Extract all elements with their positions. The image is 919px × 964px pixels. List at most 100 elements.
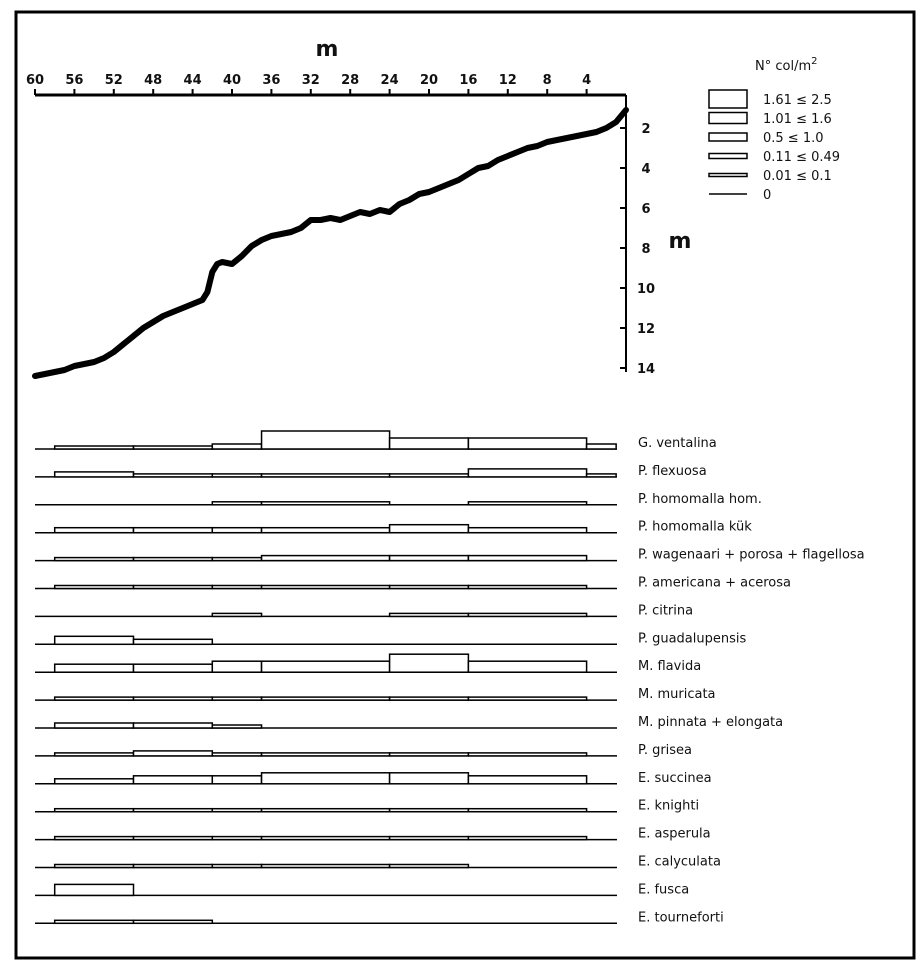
species-label: P. wagenaari + porosa + flagellosa	[638, 548, 865, 563]
x-tick-label: 52	[105, 73, 123, 88]
abundance-bar	[53, 807, 135, 813]
x-tick-label: 16	[459, 73, 477, 88]
abundance-bar	[467, 468, 588, 478]
abundance-bar	[467, 696, 588, 701]
legend-swatch	[708, 172, 748, 178]
species-row: P. americana + acerosa	[35, 576, 791, 591]
abundance-bar	[211, 556, 263, 562]
depth-profile: m m 60 56 52 48 44 40 36 32 28 24 20 16 12 8 4 2468101…	[26, 37, 691, 379]
abundance-bar	[388, 772, 470, 785]
x-tick-group: 60 56 52 48 44 40 36 32 28 24 20 16 12 8 4	[26, 73, 591, 95]
x-tick-label: 28	[341, 73, 359, 88]
legend-swatch	[708, 152, 748, 160]
abundance-bar	[467, 807, 588, 813]
abundance-bar	[211, 775, 263, 785]
abundance-bar	[260, 863, 391, 869]
y-tick-label: 12	[637, 322, 655, 337]
x-tick-label: 32	[302, 73, 320, 88]
abundance-bar	[388, 473, 470, 478]
legend-label: 0.5 ≤ 1.0	[763, 131, 824, 146]
y-tick-label: 14	[637, 362, 655, 377]
x-tick-label: 36	[262, 73, 280, 88]
abundance-bar	[388, 807, 470, 813]
species-label: E. succinea	[638, 771, 712, 786]
legend-label: 0.11 ≤ 0.49	[763, 150, 840, 165]
abundance-bar	[132, 584, 214, 590]
y-tick-label: 2	[641, 122, 650, 137]
abundance-bar	[132, 807, 214, 813]
x-tick-label: 48	[144, 73, 162, 88]
species-row: G. ventalina	[35, 430, 717, 451]
legend: N° col/m2 1.61 ≤ 2.5 1.01 ≤ 1.6 0.5 ≤ 1.0 0…	[708, 56, 840, 203]
species-label: E. asperula	[638, 827, 711, 842]
depth-profile-line	[32, 107, 629, 379]
y-tick-label: 8	[641, 242, 650, 257]
species-label: P. citrina	[638, 603, 693, 618]
abundance-bar	[132, 663, 214, 673]
y-tick-label: 4	[641, 162, 650, 177]
legend-title: N° col/m2	[755, 56, 818, 74]
abundance-bar	[467, 526, 588, 534]
species-row: P. citrina	[35, 603, 693, 618]
abundance-bar	[132, 863, 214, 869]
abundance-bar	[132, 775, 214, 785]
species-abundance-rows: G. ventalina P. flexuosa P. homomalla hom.…	[35, 430, 865, 925]
abundance-bar	[53, 863, 135, 869]
abundance-bar	[260, 835, 391, 841]
x-tick-label: 56	[65, 73, 83, 88]
species-row: P. guadalupensis	[35, 631, 746, 646]
abundance-bar	[467, 437, 588, 450]
abundance-bar	[53, 635, 135, 646]
x-tick-label: 20	[420, 73, 438, 88]
x-tick-label: 40	[223, 73, 241, 88]
abundance-bar	[260, 807, 391, 813]
species-row: P. wagenaari + porosa + flagellosa	[35, 548, 865, 563]
abundance-bar	[53, 919, 135, 925]
species-label: P. homomalla hom.	[638, 492, 762, 507]
abundance-bar	[211, 863, 263, 869]
abundance-bar	[467, 612, 588, 618]
species-label: M. pinnata + elongata	[638, 715, 783, 730]
species-label: M. muricata	[638, 687, 716, 702]
species-row: P. homomalla hom.	[35, 492, 762, 507]
abundance-bar	[211, 807, 263, 813]
species-row: E. succinea	[35, 771, 712, 786]
abundance-bar	[211, 660, 263, 673]
species-row: P. grisea	[35, 743, 692, 758]
abundance-bar	[388, 584, 470, 590]
species-label: E. calyculata	[638, 855, 721, 870]
abundance-bar	[585, 473, 617, 478]
abundance-bar	[132, 722, 214, 729]
abundance-bar	[388, 863, 470, 869]
abundance-bar	[211, 526, 263, 534]
species-row: M. flavida	[35, 653, 701, 674]
x-tick-label: 8	[543, 73, 552, 88]
abundance-bar	[388, 554, 470, 562]
abundance-bar	[211, 612, 263, 618]
abundance-bar	[260, 501, 391, 506]
legend-swatch	[708, 111, 748, 125]
abundance-bar	[132, 638, 214, 646]
abundance-bar	[388, 835, 470, 841]
abundance-bar	[388, 696, 470, 701]
abundance-bar	[388, 752, 470, 757]
legend-title-superscript: 2	[811, 56, 817, 67]
abundance-bar	[53, 778, 135, 785]
species-row: P. flexuosa	[35, 464, 707, 479]
abundance-bar	[132, 750, 214, 757]
abundance-bar	[53, 883, 135, 897]
abundance-bar	[388, 523, 470, 534]
abundance-bar	[211, 835, 263, 841]
abundance-bar	[132, 473, 214, 478]
abundance-bar	[132, 696, 214, 701]
legend-swatch	[708, 89, 748, 109]
species-row: E. knighti	[35, 799, 699, 814]
species-label: E. tourneforti	[638, 910, 724, 925]
abundance-bar	[53, 696, 135, 701]
species-row: E. asperula	[35, 827, 711, 842]
legend-title-text: N° col/m	[755, 59, 811, 74]
x-tick-label: 44	[184, 73, 202, 88]
legend-label: 1.01 ≤ 1.6	[763, 112, 832, 127]
abundance-bar	[211, 473, 263, 478]
